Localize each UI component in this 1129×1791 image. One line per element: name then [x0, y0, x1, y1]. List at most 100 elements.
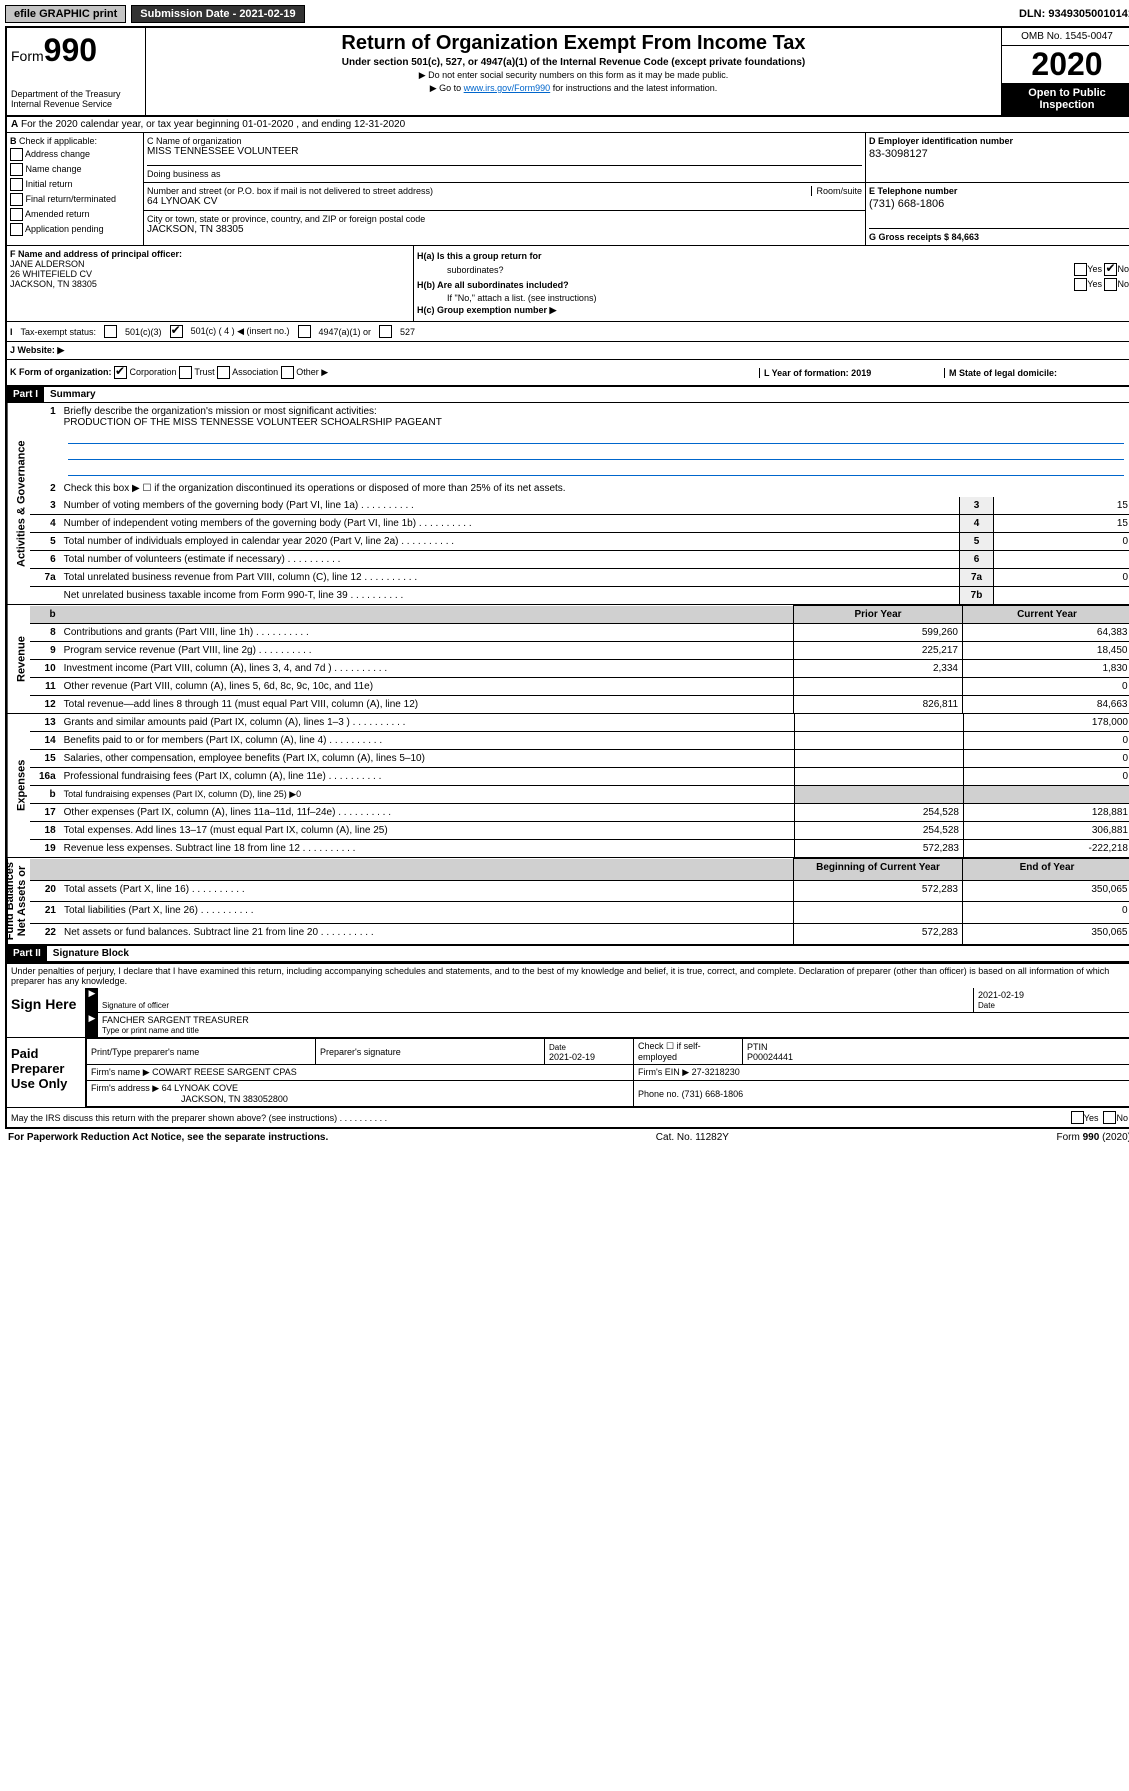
- box-e: E Telephone number (731) 668-1806 G Gros…: [865, 183, 1129, 245]
- city-state-zip: JACKSON, TN 38305: [147, 224, 244, 235]
- officer-addr2: JACKSON, TN 38305: [10, 279, 97, 289]
- form-container: Form990 Department of the Treasury Inter…: [5, 26, 1129, 1129]
- note2-post: for instructions and the latest informat…: [550, 83, 717, 93]
- box-d: D Employer identification number 83-3098…: [865, 133, 1129, 182]
- mission-text: PRODUCTION OF THE MISS TENNESSE VOLUNTEE…: [64, 417, 442, 428]
- box-f: F Name and address of principal officer:…: [7, 246, 414, 321]
- section-bcd: B Check if applicable: Address change Na…: [7, 133, 1129, 246]
- box-b: B Check if applicable: Address change Na…: [7, 133, 144, 245]
- paid-preparer-label: Paid Preparer Use Only: [7, 1038, 86, 1107]
- prep-name: Print/Type preparer's name: [87, 1039, 316, 1065]
- efile-btn[interactable]: efile GRAPHIC print: [5, 5, 126, 23]
- chk-501c[interactable]: [170, 325, 183, 338]
- curr-8: 64,383: [963, 624, 1129, 642]
- form-center: Return of Organization Exempt From Incom…: [146, 28, 1001, 115]
- val-5: 0: [994, 533, 1129, 551]
- dln: DLN: 93493050010141: [1019, 8, 1129, 20]
- discuss-yes[interactable]: [1071, 1111, 1084, 1124]
- firm-name: Firm's name ▶ COWART REESE SARGENT CPAS: [87, 1065, 634, 1081]
- curr-9: 18,450: [963, 642, 1129, 660]
- prior-17: 254,528: [795, 804, 964, 822]
- chk-4947[interactable]: [298, 325, 311, 338]
- curr-15: 0: [964, 750, 1129, 768]
- form-footer: For Paperwork Reduction Act Notice, see …: [5, 1129, 1129, 1146]
- box-cd: C Name of organization MISS TENNESSEE VO…: [144, 133, 1129, 245]
- box-klm: K Form of organization: Corporation Trus…: [7, 360, 1129, 387]
- telephone: (731) 668-1806: [869, 198, 1129, 210]
- street-address: 64 LYNOAK CV: [147, 196, 217, 207]
- tax-year: 2020: [1002, 46, 1129, 83]
- prior-9: 225,217: [794, 642, 963, 660]
- note2-pre: ▶ Go to: [430, 83, 464, 93]
- curr-16a: 0: [964, 768, 1129, 786]
- omb-number: OMB No. 1545-0047: [1002, 28, 1129, 46]
- officer-name: JANE ALDERSON: [10, 259, 85, 269]
- prior-11: [794, 678, 963, 696]
- form-left: Form990 Department of the Treasury Inter…: [7, 28, 146, 115]
- curr-11: 0: [963, 678, 1129, 696]
- box-h: H(a) Is this a group return for subordin…: [414, 246, 1129, 321]
- prior-14: [795, 732, 964, 750]
- chk-corp[interactable]: [114, 366, 127, 379]
- perjury-declaration: Under penalties of perjury, I declare th…: [7, 964, 1129, 988]
- dept-treasury: Department of the Treasury Internal Reve…: [11, 89, 141, 109]
- side-netassets: Net Assets or Fund Balances: [7, 858, 30, 944]
- prior-13: [795, 714, 964, 732]
- cat-no: Cat. No. 11282Y: [656, 1132, 729, 1143]
- prep-date: Date2021-02-19: [545, 1039, 634, 1065]
- open-public: Open to Public Inspection: [1002, 83, 1129, 115]
- chk-527[interactable]: [379, 325, 392, 338]
- netassets-section: Net Assets or Fund Balances Beginning of…: [7, 858, 1129, 946]
- prior-15: [795, 750, 964, 768]
- val-4: 15: [994, 515, 1129, 533]
- discuss-no[interactable]: [1103, 1111, 1116, 1124]
- prior-16a: [795, 768, 964, 786]
- begin-20: 572,283: [794, 880, 963, 902]
- form-ref: Form 990 (2020): [1057, 1132, 1129, 1143]
- prior-12: 826,811: [794, 696, 963, 714]
- form-title: Return of Organization Exempt From Incom…: [150, 32, 997, 55]
- submission-date: Submission Date - 2021-02-19: [131, 5, 304, 23]
- sig-date: 2021-02-19Date: [973, 988, 1129, 1012]
- box-i: ITax-exempt status: 501(c)(3) 501(c) ( 4…: [7, 322, 1129, 342]
- form-subtitle: Under section 501(c), 527, or 4947(a)(1)…: [150, 57, 997, 68]
- form-right: OMB No. 1545-0047 2020 Open to Public In…: [1001, 28, 1129, 115]
- end-21: 0: [963, 902, 1129, 924]
- end-22: 350,065: [963, 923, 1129, 944]
- curr-14: 0: [964, 732, 1129, 750]
- irs-link[interactable]: www.irs.gov/Form990: [464, 83, 551, 93]
- firm-ein: Firm's EIN ▶ 27-3218230: [634, 1065, 1129, 1081]
- prior-8: 599,260: [794, 624, 963, 642]
- val-7b: [994, 587, 1129, 605]
- self-employed-chk[interactable]: Check ☐ if self-employed: [634, 1039, 743, 1065]
- pra-notice: For Paperwork Reduction Act Notice, see …: [8, 1132, 328, 1143]
- prior-10: 2,334: [794, 660, 963, 678]
- end-20: 350,065: [963, 880, 1129, 902]
- signature-field[interactable]: Signature of officer: [98, 988, 973, 1012]
- box-j: J Website: ▶: [7, 342, 1129, 360]
- curr-12: 84,663: [963, 696, 1129, 714]
- officer-addr1: 26 WHITEFIELD CV: [10, 269, 92, 279]
- governance-section: Activities & Governance 1 Briefly descri…: [7, 403, 1129, 605]
- begin-22: 572,283: [794, 923, 963, 944]
- org-name-cell: C Name of organization MISS TENNESSEE VO…: [144, 133, 865, 182]
- chk-501c3[interactable]: [104, 325, 117, 338]
- dba-label: Doing business as: [147, 165, 862, 179]
- val-7a: 0: [994, 569, 1129, 587]
- chk-other[interactable]: [281, 366, 294, 379]
- box-m: M State of legal domicile:: [944, 368, 1129, 378]
- chk-trust[interactable]: [179, 366, 192, 379]
- curr-18: 306,881: [964, 822, 1129, 840]
- firm-phone: Phone no. (731) 668-1806: [634, 1081, 1129, 1107]
- officer-printed-name: FANCHER SARGENT TREASURERType or print n…: [98, 1013, 1129, 1037]
- form-note1: ▶ Do not enter social security numbers o…: [150, 70, 997, 81]
- chk-assoc[interactable]: [217, 366, 230, 379]
- prior-18: 254,528: [795, 822, 964, 840]
- prep-sig[interactable]: Preparer's signature: [316, 1039, 545, 1065]
- preparer-table: Print/Type preparer's name Preparer's si…: [86, 1038, 1129, 1107]
- sign-here-label: Sign Here: [7, 988, 86, 1037]
- expenses-section: Expenses 13Grants and similar amounts pa…: [7, 714, 1129, 858]
- curr-10: 1,830: [963, 660, 1129, 678]
- side-revenue: Revenue: [7, 605, 30, 713]
- form-note2: ▶ Go to www.irs.gov/Form990 for instruct…: [150, 83, 997, 94]
